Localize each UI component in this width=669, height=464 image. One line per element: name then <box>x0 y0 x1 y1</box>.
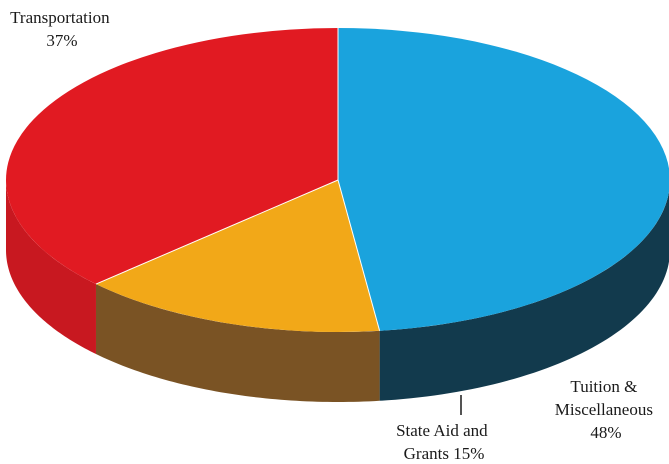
label-state-aid-line2: Grants 15% <box>404 444 485 463</box>
pie-side-state-aid <box>95 284 380 402</box>
pie-slice-tuition <box>338 28 669 331</box>
pie-side-tuition <box>379 191 669 401</box>
label-state-aid: State Aid and Grants 15% <box>396 421 492 463</box>
label-tuition-line2: Miscellaneous <box>555 400 653 419</box>
pie-slice-transportation <box>5 27 338 285</box>
label-tuition-line3: 48% <box>590 423 621 442</box>
pie-slice-state-aid <box>95 180 380 332</box>
pie-seam-transportation <box>95 179 339 285</box>
label-transportation: Transportation 37% <box>10 8 114 50</box>
label-tuition-line1: Tuition & <box>570 377 637 396</box>
pie-seam-state-aid <box>337 179 381 331</box>
pie-sides <box>6 180 669 402</box>
pie-side-transportation <box>6 180 96 355</box>
label-state-aid-line1: State Aid and <box>396 421 488 440</box>
pie-tops <box>5 27 669 332</box>
label-transportation-line2: 37% <box>46 31 77 50</box>
label-tuition: Tuition & Miscellaneous 48% <box>555 377 657 442</box>
label-transportation-line1: Transportation <box>10 8 110 27</box>
